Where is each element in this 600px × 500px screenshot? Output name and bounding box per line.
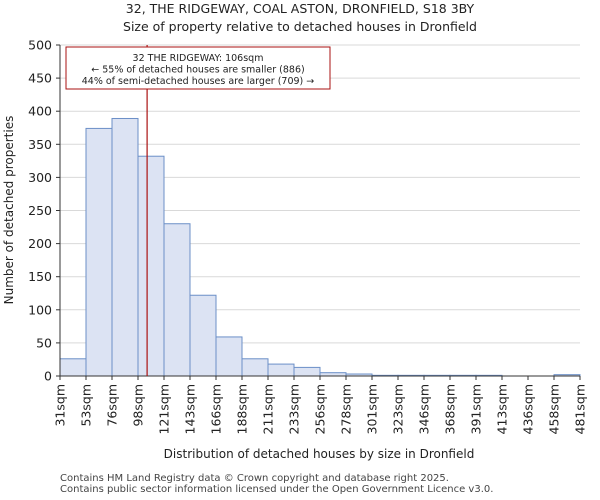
annotation-line: 44% of semi-detached houses are larger (…: [82, 76, 315, 87]
y-tick-label: 300: [28, 170, 52, 185]
x-tick-label: 211sqm: [261, 384, 276, 434]
histogram-bar: [59, 358, 87, 377]
x-tick-label: 346sqm: [417, 384, 432, 434]
chart-title: 32, THE RIDGEWAY, COAL ASTON, DRONFIELD,…: [125, 1, 475, 16]
x-tick-label: 53sqm: [79, 384, 94, 427]
histogram-bar: [163, 223, 191, 377]
x-tick-label: 76sqm: [105, 384, 120, 427]
y-tick-label: 500: [28, 38, 52, 53]
histogram-bar: [137, 155, 165, 377]
x-tick-label: 233sqm: [287, 384, 302, 434]
y-tick-label: 400: [28, 104, 52, 119]
x-tick-label: 301sqm: [365, 384, 380, 434]
histogram-bar: [189, 294, 217, 377]
x-tick-label: 166sqm: [209, 384, 224, 434]
y-tick-label: 350: [28, 137, 52, 152]
histogram-bar: [111, 117, 139, 377]
x-tick-label: 413sqm: [495, 384, 510, 434]
x-tick-label: 323sqm: [391, 384, 406, 434]
histogram-bar: [293, 366, 321, 377]
y-tick-label: 450: [28, 71, 52, 86]
histogram-bar: [241, 358, 269, 377]
x-tick-label: 188sqm: [235, 384, 250, 434]
x-tick-label: 143sqm: [183, 384, 198, 434]
annotation-box: [65, 46, 331, 90]
footer-line-2: Contains public sector information licen…: [60, 484, 494, 495]
y-tick-label: 50: [36, 335, 52, 350]
histogram-bar: [267, 363, 295, 377]
x-tick-label: 31sqm: [53, 384, 68, 427]
chart-subtitle: Size of property relative to detached ho…: [123, 19, 477, 34]
y-tick-label: 250: [28, 203, 52, 218]
x-tick-label: 368sqm: [443, 384, 458, 434]
annotation-line: ← 55% of detached houses are smaller (88…: [91, 65, 304, 76]
x-axis-label: Distribution of detached houses by size …: [164, 447, 475, 461]
y-tick-label: 200: [28, 236, 52, 251]
x-tick-label: 121sqm: [157, 384, 172, 434]
y-tick-label: 0: [44, 369, 52, 384]
annotation-line: 32 THE RIDGEWAY: 106sqm: [133, 53, 264, 64]
histogram-bar: [215, 336, 243, 377]
x-tick-label: 458sqm: [547, 384, 562, 434]
x-tick-label: 98sqm: [131, 384, 146, 427]
y-tick-label: 150: [28, 269, 52, 284]
x-tick-label: 481sqm: [573, 384, 588, 434]
y-tick-label: 100: [28, 302, 52, 317]
footer-line-1: Contains HM Land Registry data © Crown c…: [60, 473, 449, 484]
x-tick-label: 436sqm: [521, 384, 536, 434]
y-axis-label: Number of detached properties: [2, 116, 16, 305]
x-tick-label: 278sqm: [339, 384, 354, 434]
x-tick-label: 256sqm: [313, 384, 328, 434]
histogram-bar: [85, 127, 113, 377]
x-tick-label: 391sqm: [469, 384, 484, 434]
